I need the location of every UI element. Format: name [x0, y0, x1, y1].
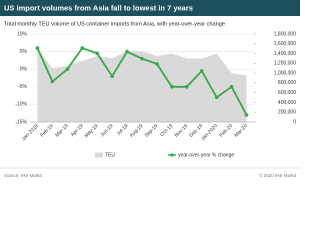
x-tick-label: May-19: [84, 123, 100, 139]
y2-tick-label: 200,000: [278, 110, 296, 116]
marker: [35, 46, 40, 50]
x-tick-label: Feb-20: [219, 123, 235, 139]
marker: [185, 85, 189, 89]
x-tick-label: Nov-19: [174, 123, 190, 139]
chart: US import volumes from Asia fall to lowe…: [0, 0, 300, 178]
x-tick-label: Oct-19: [159, 123, 174, 138]
legend-marker: [170, 153, 174, 157]
marker: [110, 74, 114, 79]
chart-subtitle: Total monthly TEU volume of US container…: [4, 21, 225, 27]
x-tick-label: Mar-20: [233, 123, 249, 139]
x-tick-label: Apr-19: [70, 123, 85, 138]
x-tick-label: Jun-19: [99, 123, 114, 138]
x-tick-label: Feb-19: [39, 123, 55, 139]
chart-title: US import volumes from Asia fall to lowe…: [4, 3, 193, 12]
y-tick-label: 5%: [20, 49, 28, 55]
x-tick-label: Jul-19: [116, 123, 130, 137]
y2-tick-label: 1,000,000: [274, 70, 296, 76]
x-tick-label: Jan-2020: [200, 123, 219, 142]
y2-tick-label: 800,000: [278, 80, 296, 86]
y2-tick-label: 1,200,000: [274, 61, 296, 67]
marker: [125, 49, 129, 54]
x-tick-label: Jan-2019: [21, 123, 40, 142]
marker: [229, 85, 234, 89]
y-tick-label: 10%: [17, 31, 28, 37]
header-bar: [0, 0, 300, 16]
legend-label: year-over-year % change: [178, 152, 234, 158]
y-tick-label: -5%: [18, 84, 27, 90]
marker: [65, 67, 70, 71]
marker: [155, 62, 159, 66]
marker: [140, 56, 144, 61]
marker: [199, 69, 204, 73]
y2-tick-label: 600,000: [278, 90, 296, 96]
x-tick-label: Aug-19: [129, 123, 145, 139]
area: [37, 48, 247, 122]
y2-tick-label: 1,400,000: [274, 51, 296, 57]
y-tick-label: 0%: [20, 67, 28, 73]
y2-tick-label: 1,800,000: [274, 31, 296, 37]
legend-swatch: [95, 152, 103, 158]
marker: [50, 79, 55, 84]
marker: [214, 95, 219, 100]
y-tick-label: -15%: [15, 119, 27, 125]
marker: [95, 51, 99, 56]
y-tick-label: -10%: [15, 102, 27, 108]
copyright: © 2020 IHS Markit: [259, 172, 297, 178]
x-tick-label: Sep-19: [144, 123, 160, 139]
source: Source: IHS Markit: [4, 173, 43, 178]
y2-tick-label: 0: [293, 119, 296, 125]
marker: [170, 85, 174, 89]
marker: [244, 113, 249, 117]
x-tick-label: Mar-19: [54, 123, 70, 139]
legend-label: TEU: [105, 152, 115, 158]
marker: [80, 46, 85, 50]
y2-tick-label: 1,600,000: [274, 41, 296, 47]
y2-tick-label: 400,000: [278, 100, 296, 106]
